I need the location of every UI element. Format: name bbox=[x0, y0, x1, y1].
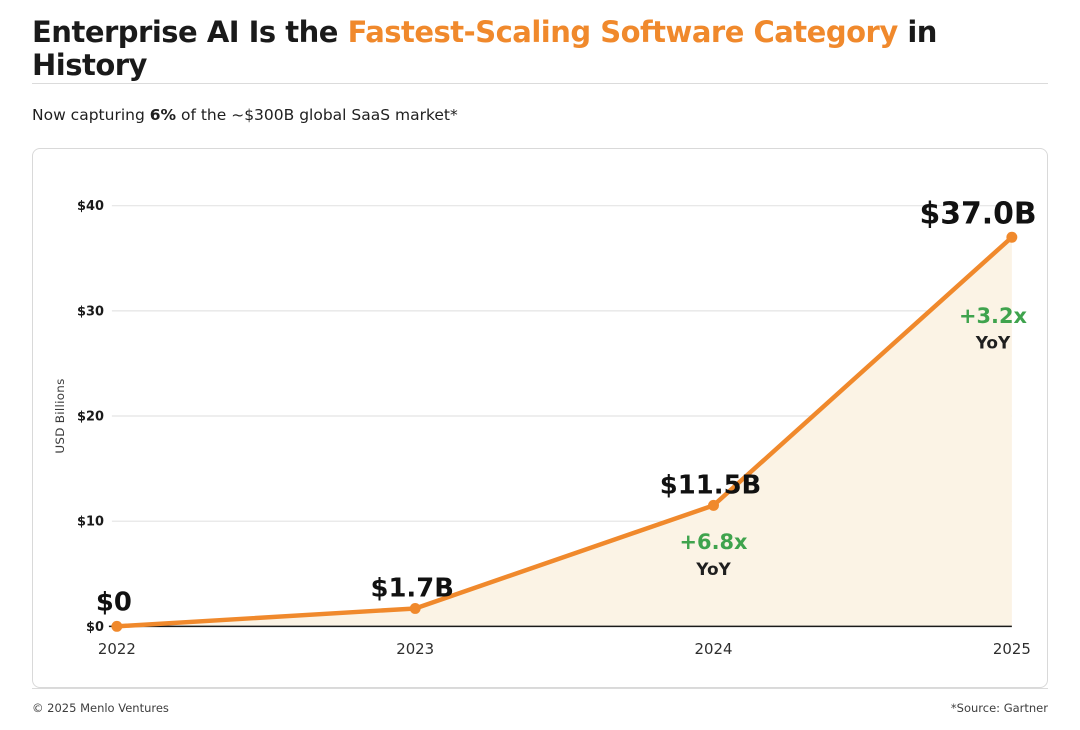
chart-card: $0 $10 $20 $30 $40 2022 2023 2024 2025 USD Billio… bbox=[32, 147, 1048, 688]
title-suffix: in History bbox=[32, 15, 937, 83]
series-line bbox=[114, 234, 1015, 629]
area-fill bbox=[116, 236, 1012, 627]
source-note: *Source: Gartner bbox=[950, 700, 1048, 715]
point-value-label: $11.5B bbox=[660, 470, 761, 500]
y-tick-label: $20 bbox=[77, 409, 104, 424]
title-prefix: Enterprise AI Is the bbox=[32, 15, 348, 49]
footer: © 2025 Menlo Ventures *Source: Gartner bbox=[32, 701, 1048, 715]
subtitle-stat: 6% bbox=[149, 105, 177, 124]
x-tick-label: 2022 bbox=[98, 640, 136, 658]
y-tick-label: $0 bbox=[86, 619, 104, 634]
title-highlight: Fastest-Scaling Software Category bbox=[347, 15, 899, 49]
point-value-label: $0 bbox=[96, 587, 132, 617]
subtitle-prefix: Now capturing bbox=[32, 105, 150, 124]
growth-multiplier-label: +3.2x bbox=[959, 303, 1027, 327]
point-value-label: $1.7B bbox=[370, 573, 453, 603]
copyright-text: © 2025 Menlo Ventures bbox=[32, 700, 169, 715]
growth-multiplier-label: +6.8x bbox=[680, 530, 748, 554]
data-point-marker bbox=[111, 620, 123, 632]
data-point-marker bbox=[409, 602, 421, 614]
enterprise-ai-growth-chart: $0 $10 $20 $30 $40 2022 2023 2024 2025 USD Billio… bbox=[53, 196, 1037, 658]
y-tick-label: $30 bbox=[77, 304, 104, 319]
x-tick-label: 2025 bbox=[993, 640, 1031, 658]
y-tick-label: $40 bbox=[77, 199, 104, 214]
header-divider bbox=[32, 82, 1048, 84]
data-point-marker bbox=[708, 499, 719, 511]
growth-period-label: YoY bbox=[975, 332, 1011, 352]
subtitle-suffix: of the ~$300B global SaaS market* bbox=[176, 105, 458, 124]
x-tick-label: 2024 bbox=[695, 640, 733, 658]
page-title: Enterprise AI Is the Fastest-Scaling Sof… bbox=[32, 15, 1048, 83]
y-tick-label: $10 bbox=[77, 514, 104, 529]
x-tick-label: 2023 bbox=[396, 640, 434, 658]
y-axis-title: USD Billions bbox=[53, 378, 67, 453]
data-point-marker bbox=[1006, 231, 1018, 243]
growth-period-label: YoY bbox=[695, 559, 731, 579]
point-value-label: $37.0B bbox=[920, 196, 1037, 231]
footer-divider bbox=[32, 687, 1048, 689]
infographic-page: Enterprise AI Is the Fastest-Scaling Sof… bbox=[32, 15, 1048, 715]
subtitle: Now capturing 6% of the ~$300B global Sa… bbox=[32, 106, 1048, 124]
